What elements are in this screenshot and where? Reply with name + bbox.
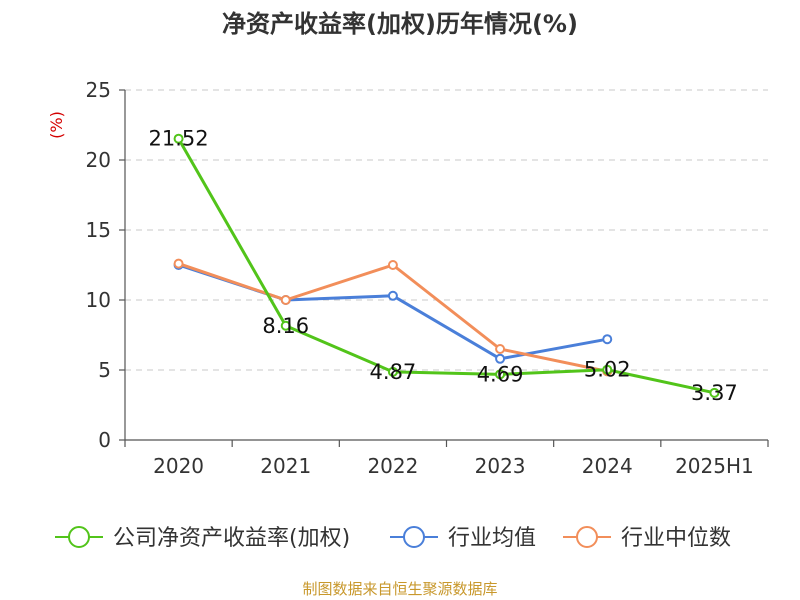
data-point — [495, 344, 506, 354]
data-label: 5.02 — [584, 358, 631, 382]
data-point — [602, 364, 613, 375]
legend-swatch-marker — [68, 526, 90, 548]
data-point — [495, 353, 506, 364]
y-tick-label: 25 — [86, 78, 111, 102]
y-tick-label: 15 — [86, 218, 111, 242]
series-lines — [173, 133, 720, 398]
chart-title: 净资产收益率(加权)历年情况(%) — [222, 10, 578, 38]
source-note: 制图数据来自恒生聚源数据库 — [302, 580, 498, 598]
legend-swatch-marker — [576, 526, 598, 548]
data-point — [173, 133, 184, 144]
data-point — [602, 334, 613, 345]
data-point — [173, 258, 184, 269]
y-tick-label: 20 — [86, 148, 111, 172]
data-point — [387, 260, 398, 270]
x-tick-label: 2020 — [153, 454, 204, 478]
data-label: 3.37 — [691, 381, 738, 405]
data-point — [387, 366, 398, 377]
y-axis-label: (%) — [47, 111, 66, 139]
data-label: 8.16 — [262, 314, 309, 338]
data-point — [709, 387, 720, 398]
legend-label: 行业均值 — [448, 526, 536, 551]
y-tick-label: 5 — [98, 358, 111, 382]
x-tick-label: 2021 — [260, 454, 311, 478]
data-point — [387, 290, 398, 301]
x-tick-label: 2025H1 — [675, 454, 754, 478]
x-tick-label: 2024 — [582, 454, 633, 478]
series-line — [178, 263, 608, 361]
x-tick-label: 2023 — [475, 454, 526, 478]
legend: 公司净资产收益率(加权) 行业均值 行业中位数 — [55, 526, 731, 551]
data-point — [280, 320, 291, 331]
data-point — [495, 369, 506, 380]
data-point — [280, 295, 291, 305]
axes: 0 5 10 15 20 25 2020 2021 2022 2023 2024 2025H1 — [86, 78, 769, 478]
legend-label: 行业中位数 — [621, 526, 731, 551]
data-label: 4.69 — [477, 362, 524, 386]
y-tick-label: 0 — [98, 428, 111, 452]
legend-swatch-marker — [403, 526, 425, 548]
y-tick-label: 10 — [86, 288, 111, 312]
series-line — [177, 137, 715, 395]
x-tick-label: 2022 — [367, 454, 418, 478]
series-line — [178, 262, 608, 373]
data-label: 4.87 — [370, 360, 417, 384]
data-label: 21.52 — [149, 127, 209, 151]
data-labels: 21.52 8.16 4.87 4.69 5.02 3.37 — [149, 127, 738, 405]
legend-label: 公司净资产收益率(加权) — [113, 526, 350, 551]
grid-lines — [125, 89, 768, 371]
